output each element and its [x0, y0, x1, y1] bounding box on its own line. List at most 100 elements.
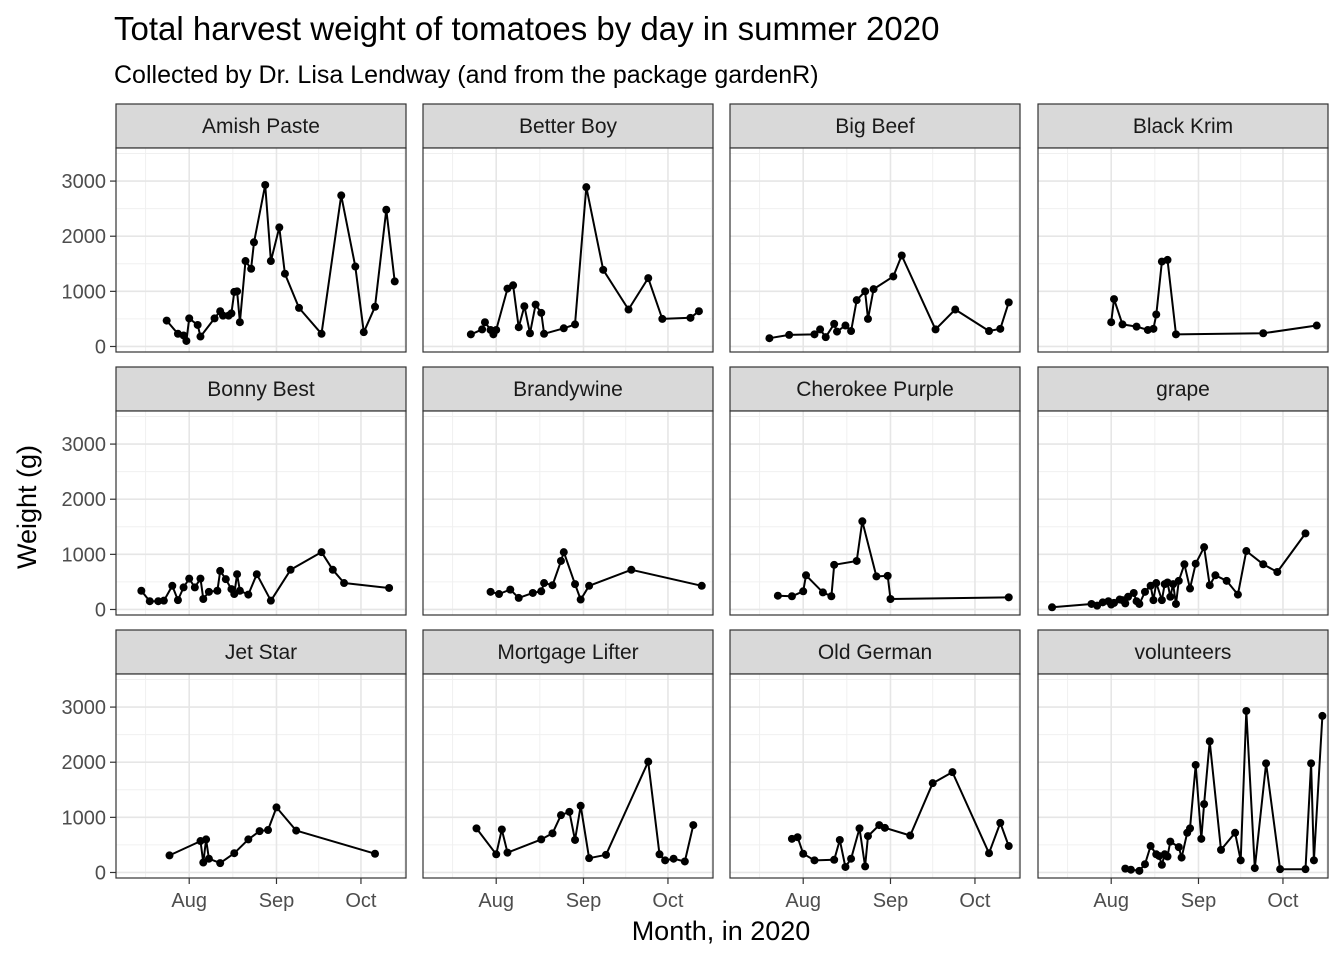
data-point	[1200, 800, 1209, 809]
data-point	[182, 336, 191, 345]
data-point	[785, 330, 794, 339]
facet-strip	[729, 103, 1021, 149]
data-point	[199, 858, 208, 867]
panel-background	[1038, 148, 1328, 352]
data-point	[196, 574, 205, 583]
panel-plot-area	[730, 411, 1020, 615]
data-point	[168, 581, 177, 590]
panel-plot-area	[423, 674, 713, 878]
x-tick-label: Aug	[785, 890, 821, 912]
data-point	[602, 850, 611, 859]
data-point	[506, 585, 515, 594]
data-point	[1004, 298, 1013, 307]
data-point	[886, 595, 895, 604]
data-point	[351, 262, 360, 271]
data-point	[190, 583, 199, 592]
data-point	[371, 849, 380, 858]
facet-panel: Black Krim	[1037, 103, 1329, 353]
data-point	[852, 296, 861, 305]
x-tick-label: Aug	[1093, 890, 1129, 912]
data-point	[1163, 852, 1172, 861]
data-point	[145, 597, 154, 606]
data-point	[1166, 837, 1175, 846]
data-point	[503, 848, 512, 857]
data-point	[1205, 581, 1214, 590]
data-point	[531, 300, 540, 309]
data-point	[582, 183, 591, 192]
x-axes: Aug Sep Oct Aug Sep Oct Aug Sep Oct Aug Sep Oct	[171, 878, 1299, 912]
facet-label: Black Krim	[1133, 115, 1233, 138]
data-point	[317, 548, 326, 557]
data-point	[799, 587, 808, 596]
data-point	[514, 323, 523, 332]
facet-panel: Bonny Best	[115, 366, 407, 616]
panel-plot-area	[730, 148, 1020, 352]
data-point	[204, 854, 213, 863]
data-point	[655, 850, 664, 859]
facet-label: Old German	[818, 641, 932, 664]
data-point	[244, 835, 253, 844]
data-point	[787, 592, 796, 601]
data-point	[1236, 856, 1245, 865]
data-point	[1231, 828, 1240, 837]
panel-border	[115, 410, 407, 616]
data-point	[816, 325, 825, 334]
data-point	[486, 587, 495, 596]
data-point	[1107, 318, 1116, 327]
data-point	[765, 334, 774, 343]
data-point	[996, 324, 1005, 333]
data-point	[1146, 842, 1155, 851]
data-point	[1186, 584, 1195, 593]
data-point	[466, 330, 475, 339]
data-point	[599, 265, 608, 274]
panel-background	[423, 148, 713, 352]
panel-plot-area	[1038, 148, 1328, 352]
data-point	[1259, 560, 1268, 569]
data-point	[571, 835, 580, 844]
data-point	[928, 779, 937, 788]
y-tick-label: 3000	[62, 171, 107, 193]
facet-panel: Big Beef	[729, 103, 1021, 353]
data-point	[1171, 330, 1180, 339]
facet-panel: Cherokee Purple	[729, 366, 1021, 616]
data-point	[571, 580, 580, 589]
data-point	[537, 835, 546, 844]
data-point	[1191, 559, 1200, 568]
data-point	[244, 590, 253, 599]
facet-panel: Better Boy	[422, 103, 714, 353]
data-point	[272, 803, 281, 812]
data-point	[1273, 567, 1282, 576]
facet-panel: Jet Star	[115, 629, 407, 879]
x-tick-label: Aug	[478, 890, 514, 912]
data-point	[1217, 845, 1226, 854]
data-point	[292, 826, 301, 835]
data-point	[827, 592, 836, 601]
data-point	[996, 818, 1005, 827]
x-tick-label: Sep	[259, 890, 295, 912]
data-point	[1004, 593, 1013, 602]
data-point	[1200, 543, 1209, 552]
data-point	[255, 827, 264, 836]
data-point	[280, 269, 289, 278]
data-point	[159, 596, 168, 605]
data-point	[559, 324, 568, 333]
data-point	[235, 586, 244, 595]
data-point	[897, 251, 906, 260]
data-point	[252, 570, 261, 579]
data-point	[948, 768, 957, 777]
data-point	[855, 824, 864, 833]
data-point	[686, 313, 695, 322]
data-point	[216, 566, 225, 575]
data-point	[210, 314, 219, 323]
panel-plot-area	[423, 411, 713, 615]
x-tick-label: Oct	[1267, 890, 1299, 912]
data-point	[193, 320, 202, 329]
data-point	[1233, 590, 1242, 599]
panel-border	[422, 147, 714, 353]
data-point	[627, 565, 636, 574]
data-point	[185, 574, 194, 583]
data-point	[371, 302, 380, 311]
data-point	[1171, 599, 1180, 608]
data-point	[1152, 310, 1161, 319]
data-point	[165, 851, 174, 860]
